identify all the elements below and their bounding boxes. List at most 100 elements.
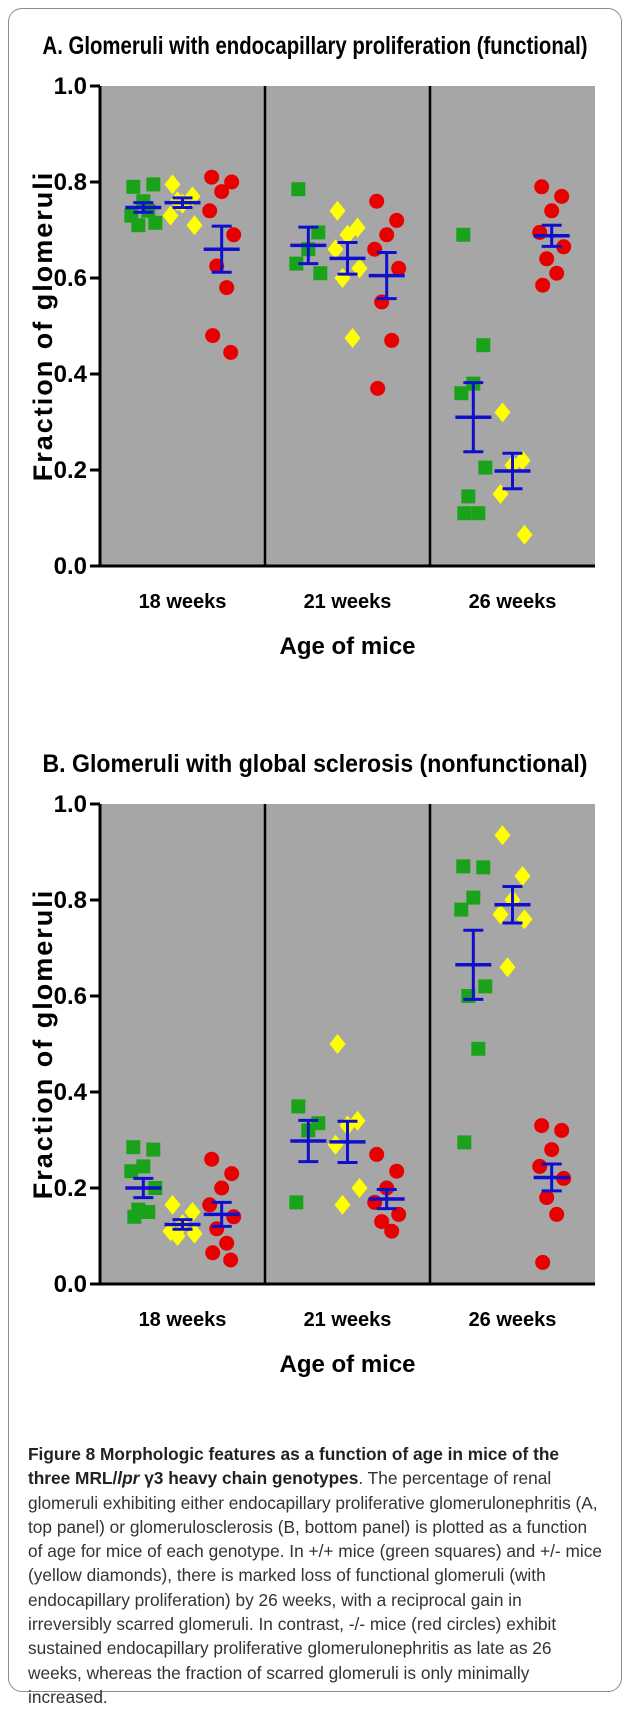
data-point-circle bbox=[549, 265, 565, 281]
data-point-circle bbox=[214, 184, 230, 200]
y-axis-label-a: Fraction of glomeruli bbox=[28, 171, 58, 482]
x-tick-label-a: 18 weeks bbox=[139, 591, 227, 613]
data-point-diamond bbox=[162, 205, 179, 226]
data-point-circle bbox=[549, 1206, 565, 1222]
x-tick-label-a: 21 weeks bbox=[304, 591, 392, 613]
data-point-circle bbox=[369, 1146, 385, 1162]
data-point-circle bbox=[389, 212, 405, 228]
data-point-square bbox=[478, 460, 493, 475]
data-point-square bbox=[461, 489, 476, 504]
data-point-diamond bbox=[516, 909, 533, 930]
data-point-circle bbox=[532, 224, 548, 240]
y-tick-label-a: 0.6 bbox=[54, 265, 87, 292]
x-axis-label-a: Age of mice bbox=[279, 633, 415, 660]
data-point-diamond bbox=[334, 1194, 351, 1215]
data-point-square bbox=[127, 1209, 142, 1224]
plot-area-a bbox=[100, 86, 595, 566]
data-point-circle bbox=[367, 241, 383, 257]
data-point-square bbox=[476, 338, 491, 353]
data-point-square bbox=[136, 1159, 151, 1174]
data-point-square bbox=[291, 182, 306, 197]
data-point-square bbox=[457, 1135, 472, 1150]
data-point-square bbox=[289, 1195, 304, 1210]
data-point-diamond bbox=[327, 1134, 344, 1155]
data-point-diamond bbox=[339, 224, 356, 245]
data-point-square bbox=[313, 266, 328, 281]
data-point-square bbox=[126, 1140, 141, 1155]
data-point-diamond bbox=[344, 328, 361, 348]
x-tick-label-b: 18 weeks bbox=[139, 1309, 227, 1331]
data-point-circle bbox=[205, 328, 221, 344]
data-point-circle bbox=[384, 332, 400, 348]
data-point-diamond bbox=[351, 1178, 368, 1198]
data-point-circle bbox=[223, 344, 239, 360]
data-point-square bbox=[478, 979, 493, 994]
data-point-circle bbox=[384, 1223, 400, 1239]
data-point-circle bbox=[556, 239, 572, 255]
data-point-circle bbox=[219, 1235, 235, 1251]
data-point-diamond bbox=[169, 1226, 186, 1246]
caption-body: . The percentage of renal glomeruli exhi… bbox=[28, 1468, 602, 1707]
data-point-diamond bbox=[164, 1194, 181, 1215]
data-point-circle bbox=[202, 1197, 218, 1213]
y-tick-label-b: 1.0 bbox=[54, 791, 87, 818]
data-point-circle bbox=[535, 1254, 551, 1270]
data-point-square bbox=[456, 227, 471, 242]
data-point-circle bbox=[534, 179, 550, 195]
data-point-diamond bbox=[329, 200, 346, 221]
data-point-diamond bbox=[499, 957, 516, 978]
data-point-circle bbox=[535, 277, 551, 293]
data-point-circle bbox=[223, 1252, 239, 1268]
data-point-square bbox=[466, 890, 481, 905]
data-point-circle bbox=[544, 203, 560, 219]
data-point-square bbox=[457, 506, 472, 521]
data-point-circle bbox=[202, 203, 218, 219]
data-point-diamond bbox=[514, 866, 531, 886]
caption-title: Figure 8 Morphologic features as a funct… bbox=[28, 1444, 559, 1489]
data-point-square bbox=[124, 1164, 139, 1179]
y-tick-label-b: 0.8 bbox=[54, 887, 87, 914]
data-point-circle bbox=[226, 227, 242, 243]
data-point-circle bbox=[204, 1151, 220, 1167]
data-point-square bbox=[454, 386, 469, 401]
y-tick-label-a: 0.4 bbox=[54, 361, 88, 388]
data-point-circle bbox=[374, 1214, 390, 1230]
data-point-circle bbox=[544, 1142, 560, 1158]
data-point-circle bbox=[389, 1163, 405, 1179]
data-point-square bbox=[311, 225, 326, 240]
data-point-square bbox=[141, 1205, 156, 1219]
data-point-square bbox=[131, 218, 146, 233]
x-tick-label-a: 26 weeks bbox=[469, 591, 557, 613]
data-point-diamond bbox=[186, 1223, 203, 1244]
data-point-square bbox=[126, 179, 141, 194]
y-tick-label-a: 0.0 bbox=[54, 553, 87, 580]
data-point-diamond bbox=[494, 825, 511, 846]
data-point-square bbox=[454, 902, 469, 917]
data-point-diamond bbox=[329, 1034, 346, 1054]
y-tick-label-a: 0.8 bbox=[54, 169, 87, 196]
y-axis-label-b: Fraction of glomeruli bbox=[28, 889, 58, 1200]
data-point-circle bbox=[379, 227, 395, 243]
y-tick-label-a: 1.0 bbox=[54, 73, 87, 100]
data-point-circle bbox=[369, 193, 385, 209]
data-point-circle bbox=[391, 260, 407, 276]
data-point-square bbox=[289, 256, 304, 271]
y-tick-label-b: 0.6 bbox=[54, 983, 87, 1010]
data-point-diamond bbox=[186, 215, 203, 236]
data-point-circle bbox=[554, 1122, 570, 1138]
data-point-diamond bbox=[494, 402, 511, 423]
chart-title-a: A. Glomeruli with endocapillary prolifer… bbox=[43, 32, 588, 60]
data-point-diamond bbox=[516, 524, 533, 545]
data-point-circle bbox=[534, 1118, 550, 1134]
y-tick-label-b: 0.2 bbox=[54, 1175, 87, 1202]
x-tick-label-b: 26 weeks bbox=[469, 1309, 557, 1331]
data-point-circle bbox=[554, 188, 570, 204]
data-point-square bbox=[471, 506, 486, 521]
data-point-circle bbox=[532, 1158, 548, 1174]
x-axis-label-b: Age of mice bbox=[279, 1351, 415, 1378]
chart-title-b: B. Glomeruli with global sclerosis (nonf… bbox=[43, 750, 588, 778]
data-point-circle bbox=[219, 280, 235, 296]
data-point-circle bbox=[224, 174, 240, 190]
data-point-square bbox=[476, 860, 491, 875]
data-point-circle bbox=[370, 380, 386, 396]
